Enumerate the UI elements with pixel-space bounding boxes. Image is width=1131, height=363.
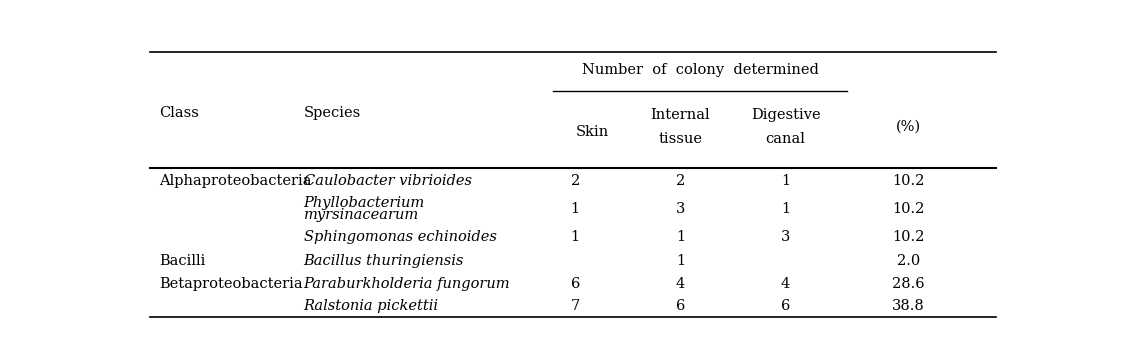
Text: 7: 7 xyxy=(571,299,580,313)
Text: Species: Species xyxy=(303,106,361,120)
Text: Digestive: Digestive xyxy=(751,108,820,122)
Text: Ralstonia pickettii: Ralstonia pickettii xyxy=(303,299,439,313)
Text: 38.8: 38.8 xyxy=(892,299,925,313)
Text: Phyllobacterium: Phyllobacterium xyxy=(303,196,425,210)
Text: 1: 1 xyxy=(782,202,791,216)
Text: 2: 2 xyxy=(571,174,580,188)
Text: 1: 1 xyxy=(676,254,685,268)
Text: 1: 1 xyxy=(571,202,580,216)
Text: canal: canal xyxy=(766,132,805,146)
Text: 6: 6 xyxy=(780,299,791,313)
Text: myrsinacearum: myrsinacearum xyxy=(303,208,418,222)
Text: Number  of  colony  determined: Number of colony determined xyxy=(581,63,819,77)
Text: 1: 1 xyxy=(571,230,580,244)
Text: Skin: Skin xyxy=(576,125,608,139)
Text: Caulobacter vibrioides: Caulobacter vibrioides xyxy=(303,174,472,188)
Text: 1: 1 xyxy=(782,174,791,188)
Text: 10.2: 10.2 xyxy=(892,202,924,216)
Text: (%): (%) xyxy=(896,120,921,134)
Text: Paraburkholderia fungorum: Paraburkholderia fungorum xyxy=(303,277,510,291)
Text: 2.0: 2.0 xyxy=(897,254,920,268)
Text: Bacillus thuringiensis: Bacillus thuringiensis xyxy=(303,254,464,268)
Text: Betaproteobacteria: Betaproteobacteria xyxy=(158,277,302,291)
Text: Internal: Internal xyxy=(650,108,710,122)
Text: 3: 3 xyxy=(780,230,791,244)
Text: 10.2: 10.2 xyxy=(892,174,924,188)
Text: 28.6: 28.6 xyxy=(892,277,925,291)
Text: 6: 6 xyxy=(675,299,685,313)
Text: tissue: tissue xyxy=(658,132,702,146)
Text: 6: 6 xyxy=(570,277,580,291)
Text: 3: 3 xyxy=(675,202,685,216)
Text: Bacilli: Bacilli xyxy=(158,254,206,268)
Text: 2: 2 xyxy=(676,174,685,188)
Text: 10.2: 10.2 xyxy=(892,230,924,244)
Text: Class: Class xyxy=(158,106,199,120)
Text: Sphingomonas echinoides: Sphingomonas echinoides xyxy=(303,230,497,244)
Text: 1: 1 xyxy=(676,230,685,244)
Text: 4: 4 xyxy=(782,277,791,291)
Text: Alphaproteobacteria: Alphaproteobacteria xyxy=(158,174,311,188)
Text: 4: 4 xyxy=(676,277,685,291)
